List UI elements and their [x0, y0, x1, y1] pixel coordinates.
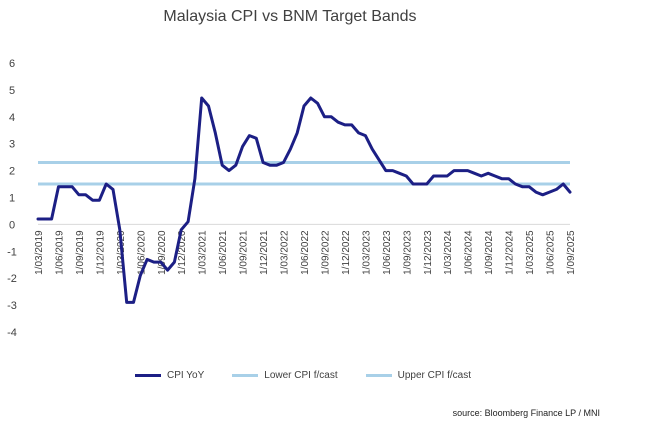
legend-item-upper: Upper CPI f/cast	[365, 370, 471, 381]
series-lines	[36, 96, 572, 304]
x-tick-label: 1/03/2025	[525, 230, 536, 275]
legend-swatch-cpi	[135, 374, 161, 377]
x-tick-label: 1/12/2021	[259, 230, 270, 275]
y-tick-label: -4	[7, 327, 17, 339]
x-tick-label: 1/12/2019	[95, 230, 106, 275]
y-tick-label: 5	[9, 85, 15, 97]
x-tick-label: 1/03/2024	[443, 230, 454, 275]
x-tick-label: 1/12/2024	[505, 230, 516, 275]
cpi-yoy-line	[36, 96, 572, 304]
y-tick-label: 4	[9, 112, 15, 124]
x-tick-label: 1/06/2019	[54, 230, 65, 275]
x-tick-label: 1/12/2023	[423, 230, 434, 275]
source-note: source: Bloomberg Finance LP / MNI	[452, 408, 600, 418]
x-tick-label: 1/03/2019	[34, 230, 45, 275]
y-tick-label: 0	[9, 219, 15, 231]
legend-item-lower: Lower CPI f/cast	[232, 370, 338, 381]
x-tick-label: 1/06/2023	[382, 230, 393, 275]
y-tick-label: 2	[9, 166, 15, 178]
legend-label-cpi: CPI YoY	[167, 370, 205, 381]
x-axis-ticks: 1/03/2019 1/06/2019 1/09/2019 1/12/2019 1/03…	[34, 230, 577, 275]
y-tick-label: 6	[9, 58, 15, 70]
x-tick-label: 1/06/2020	[136, 230, 147, 275]
y-tick-label: -1	[7, 246, 17, 258]
y-tick-label: 3	[9, 139, 15, 151]
x-tick-label: 1/09/2021	[239, 230, 250, 275]
x-tick-label: 1/12/2020	[177, 230, 188, 275]
legend-label-lower: Lower CPI f/cast	[264, 370, 338, 381]
x-tick-label: 1/09/2023	[402, 230, 413, 275]
x-tick-label: 1/09/2020	[157, 230, 168, 275]
legend-label-upper: Upper CPI f/cast	[397, 370, 471, 381]
x-tick-label: 1/03/2023	[361, 230, 372, 275]
y-axis-ticks: -4 -3 -2 -1 0 1 2 3 4 5 6	[7, 58, 17, 339]
x-tick-label: 1/06/2022	[300, 230, 311, 275]
y-tick-label: -2	[7, 273, 17, 285]
legend-swatch-upper	[365, 374, 392, 377]
x-tick-label: 1/09/2019	[75, 230, 86, 275]
legend: CPI YoY Lower CPI f/cast Upper CPI f/cas…	[135, 370, 471, 381]
target-bands	[38, 161, 570, 186]
x-tick-label: 1/03/2022	[280, 230, 291, 275]
x-tick-label: 1/09/2022	[320, 230, 331, 275]
x-tick-label: 1/09/2024	[484, 230, 495, 275]
y-tick-label: -3	[7, 300, 17, 312]
legend-item-cpi: CPI YoY	[135, 370, 204, 381]
x-tick-label: 1/06/2024	[464, 230, 475, 275]
chart-title: Malaysia CPI vs BNM Target Bands	[163, 8, 417, 25]
x-tick-label: 1/03/2021	[198, 230, 209, 275]
x-tick-label: 1/12/2022	[341, 230, 352, 275]
x-tick-label: 1/06/2025	[546, 230, 557, 275]
y-tick-label: 1	[9, 193, 15, 205]
x-tick-label: 1/09/2025	[566, 230, 577, 275]
legend-swatch-lower	[232, 374, 259, 377]
x-tick-label: 1/06/2021	[218, 230, 229, 275]
